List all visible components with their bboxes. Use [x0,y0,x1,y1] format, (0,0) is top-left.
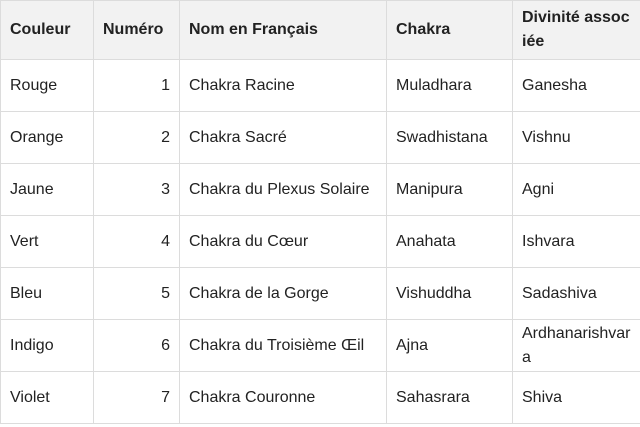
table-cell: Muladhara [386,59,513,112]
table-cell: Shiva [512,371,640,424]
table-cell: 2 [93,111,180,164]
header-cell: Nom en Français [179,0,387,60]
table-cell: Chakra du Troisième Œil [179,319,387,372]
table-cell: Chakra Sacré [179,111,387,164]
table-header: Couleur Numéro Nom en Français Chakra Divini… [0,0,640,60]
table-row: Orange 2 Chakra Sacré Swadhistana Vishnu [0,111,640,164]
table-cell: 5 [93,267,180,320]
table-cell: Vishnu [512,111,640,164]
table-row: Violet 7 Chakra Couronne Sahasrara Shiva [0,371,640,424]
table-cell: Orange [0,111,94,164]
header-row: Couleur Numéro Nom en Français Chakra Divini… [0,0,640,60]
table-cell: Chakra Racine [179,59,387,112]
header-cell: Chakra [386,0,513,60]
table-cell: Vert [0,215,94,268]
table-cell: Bleu [0,267,94,320]
table-row: Jaune 3 Chakra du Plexus Solaire Manipura Ag… [0,163,640,216]
table-cell: Ganesha [512,59,640,112]
table-cell: Rouge [0,59,94,112]
header-cell: Numéro [93,0,180,60]
table-cell: 7 [93,371,180,424]
table-cell: 4 [93,215,180,268]
table-row: Rouge 1 Chakra Racine Muladhara Ganesha [0,59,640,112]
table-row: Vert 4 Chakra du Cœur Anahata Ishvara [0,215,640,268]
table-cell: Swadhistana [386,111,513,164]
table-cell: Chakra de la Gorge [179,267,387,320]
header-cell: Divinité associée [512,0,640,60]
table-cell: Sahasrara [386,371,513,424]
table-cell: Chakra Couronne [179,371,387,424]
table-cell: Sadashiva [512,267,640,320]
header-cell: Couleur [0,0,94,60]
table-cell: Ishvara [512,215,640,268]
table-cell: Agni [512,163,640,216]
table-cell: Ardhanarishvara [512,319,640,372]
table-body: Rouge 1 Chakra Racine Muladhara Ganesha Orang… [0,59,640,424]
table-cell: Ajna [386,319,513,372]
table-cell: Violet [0,371,94,424]
table-cell: Vishuddha [386,267,513,320]
table-row: Indigo 6 Chakra du Troisième Œil Ajna Ardhan… [0,319,640,372]
table-cell: 3 [93,163,180,216]
table-cell: Manipura [386,163,513,216]
table-cell: Chakra du Plexus Solaire [179,163,387,216]
table-cell: 1 [93,59,180,112]
table-cell: 6 [93,319,180,372]
table-cell: Chakra du Cœur [179,215,387,268]
table-cell: Anahata [386,215,513,268]
table-row: Bleu 5 Chakra de la Gorge Vishuddha Sadashiv… [0,267,640,320]
table-cell: Indigo [0,319,94,372]
table-cell: Jaune [0,163,94,216]
